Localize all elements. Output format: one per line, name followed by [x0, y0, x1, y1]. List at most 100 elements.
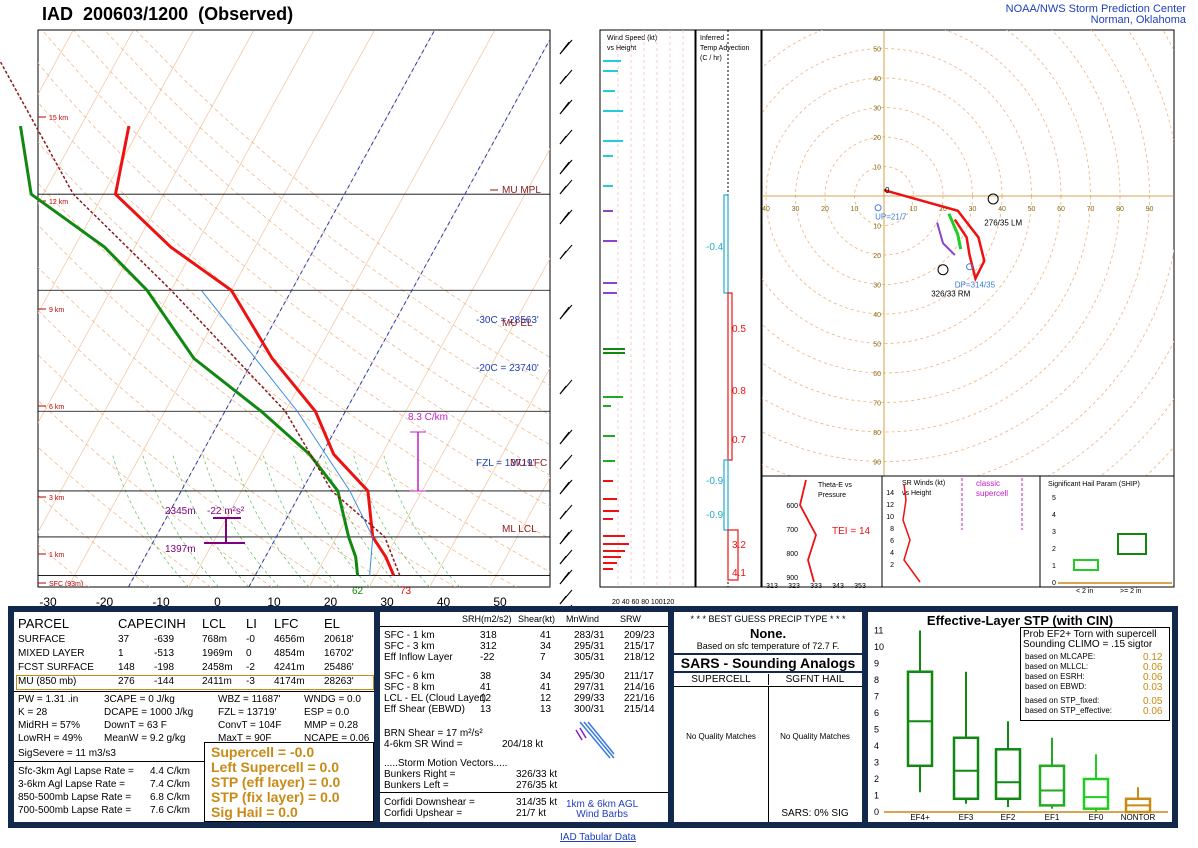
parcel-cell: 4656m [274, 634, 305, 645]
isotherm [38, 30, 134, 205]
kinematics-cell: 41 [540, 682, 552, 693]
pressure-label: 500 [15, 404, 35, 418]
hodo-y-label: 60 [873, 371, 881, 378]
dewpoint-profile [18, 125, 360, 576]
wind-barb-flag [562, 531, 570, 541]
precip-note: Based on sfc temperature of 72.7 F. [696, 641, 840, 651]
parcel-stat: MaxT = 90F [218, 733, 272, 744]
wind-speed-bar [603, 155, 613, 157]
pressure-label: 300 [15, 283, 35, 297]
theta-x-label: 313 [766, 583, 778, 590]
lapse-value: 6.8 C/km [150, 792, 191, 803]
stp-y-label: 2 [874, 774, 879, 784]
kinematics-cell: 295/30 [574, 671, 605, 682]
cap-bot-label: 1397m [165, 544, 196, 555]
ship-frame [1039, 475, 1175, 588]
bunkers-right-label: Bunkers Right = [384, 769, 456, 780]
stp-y-label: 10 [874, 642, 884, 652]
wind-barb-flag [559, 185, 567, 195]
moist-adiabat [202, 454, 280, 587]
isotherm [38, 30, 255, 424]
stp-y-label: 1 [874, 791, 879, 801]
stp-y-label: 8 [874, 675, 879, 685]
barb-mini-icon [575, 721, 615, 759]
composite-index: STP (eff layer) = 0.0 [211, 774, 341, 790]
ship-box-2 [1117, 533, 1147, 555]
stp-prob-value: 0.06 [1143, 706, 1163, 717]
isotherm [368, 257, 550, 587]
wind-speed-bar [603, 185, 613, 187]
kinematics-cell: 34 [540, 671, 552, 682]
temp-adv-title: Temp Advection [700, 45, 750, 52]
wind-barb-flag [559, 595, 567, 605]
wind-barb-flag [562, 161, 570, 171]
adv-bar [727, 529, 739, 581]
srw-scale: 2 [890, 562, 894, 569]
kin-divider-2 [380, 792, 668, 793]
parcel-stat: 3CAPE = 0 J/kg [104, 694, 175, 705]
kinematics-cell: 215/17 [624, 641, 655, 652]
classic-supercell-label: classic [976, 479, 1000, 488]
composite-index: Sig Hail = 0.0 [211, 804, 298, 820]
sfc-dewpoint-label: 62 [352, 586, 364, 597]
parcel-stat: MidRH = 57% [18, 720, 80, 731]
hodo-y-label: 50 [873, 47, 881, 54]
parcel-stat: NCAPE = 0.06 [304, 733, 370, 744]
isotherm [429, 367, 550, 587]
hodo-x-label: 20 [939, 206, 947, 213]
wind-speed-bar [603, 352, 625, 354]
kin-divider [380, 626, 668, 627]
wind-speed-bar [603, 140, 623, 142]
adv-value: 3.2 [732, 540, 746, 551]
hodo-trace-mid [936, 222, 956, 256]
corfidi-down-value: 314/35 kt [516, 797, 558, 808]
corfidi-up-value: 21/7 kt [516, 808, 547, 819]
height-label: 6 km [49, 404, 64, 411]
bottom-panel: PARCEL CAPE CINH LCL LI LFC EL SURFACE 37 -639 76… [8, 606, 1178, 828]
storm-motion-title: .....Storm Motion Vectors..... [384, 758, 508, 769]
temp-axis-label: 0 [214, 595, 221, 606]
sars-vdiv [768, 686, 769, 822]
hodo-x-label: 10 [851, 206, 859, 213]
wind-speed-bar [603, 550, 625, 552]
temp-axis-label: 40 [437, 595, 451, 606]
dry-adiabat [38, 141, 550, 540]
hodo-x-label: 40 [762, 206, 770, 213]
tabular-data-link[interactable]: IAD Tabular Data [560, 832, 636, 843]
cap-top-label: 2345m [165, 506, 196, 517]
wind-speed-bar [603, 518, 613, 520]
parcel-cell: SURFACE [18, 634, 66, 645]
dry-adiabat [135, 30, 550, 358]
center-credit: NOAA/NWS Storm Prediction Center Norman,… [1006, 4, 1186, 26]
reference-isotherm [248, 38, 550, 587]
wind-speed-bar [603, 282, 617, 284]
kinematics-cell: SFC - 3 km [384, 641, 435, 652]
theta-p-label: 800 [786, 551, 798, 558]
parcel-col-header: CAPE [118, 616, 154, 631]
hodo-x-label: 30 [792, 206, 800, 213]
moist-adiabat [112, 454, 189, 587]
lapse-label: 700-500mb Lapse Rate = [18, 805, 132, 816]
ship-x1: < 2 in [1076, 588, 1093, 595]
isotherm [0, 30, 13, 587]
ship-title: Significant Hail Param (SHIP) [1048, 481, 1140, 488]
wind-speed-bar [603, 435, 615, 437]
theta-p-label: 600 [786, 503, 798, 510]
kinematics-cell: 214/16 [624, 682, 655, 693]
hodo-x-label: 10 [910, 206, 918, 213]
precip-title: * * * BEST GUESS PRECIP TYPE * * * [690, 614, 846, 624]
parcel-stat: MeanW = 9.2 g/kg [104, 733, 186, 744]
wetbulb-profile [200, 289, 374, 576]
ship-y-label: 0 [1052, 580, 1056, 587]
adv-bar [727, 292, 733, 461]
parcel-col-header: LI [246, 616, 257, 631]
wind-speed-bar [603, 480, 613, 482]
wind-speed-bar [603, 510, 619, 512]
kinematics-cell: 13 [540, 704, 552, 715]
adv-value: 0.7 [732, 435, 746, 446]
classic-supercell-label: supercell [976, 489, 1008, 498]
parcel-cell: -0 [246, 634, 255, 645]
parcel-cell: 20618' [324, 634, 354, 645]
parcel-cell: 148 [118, 662, 135, 673]
